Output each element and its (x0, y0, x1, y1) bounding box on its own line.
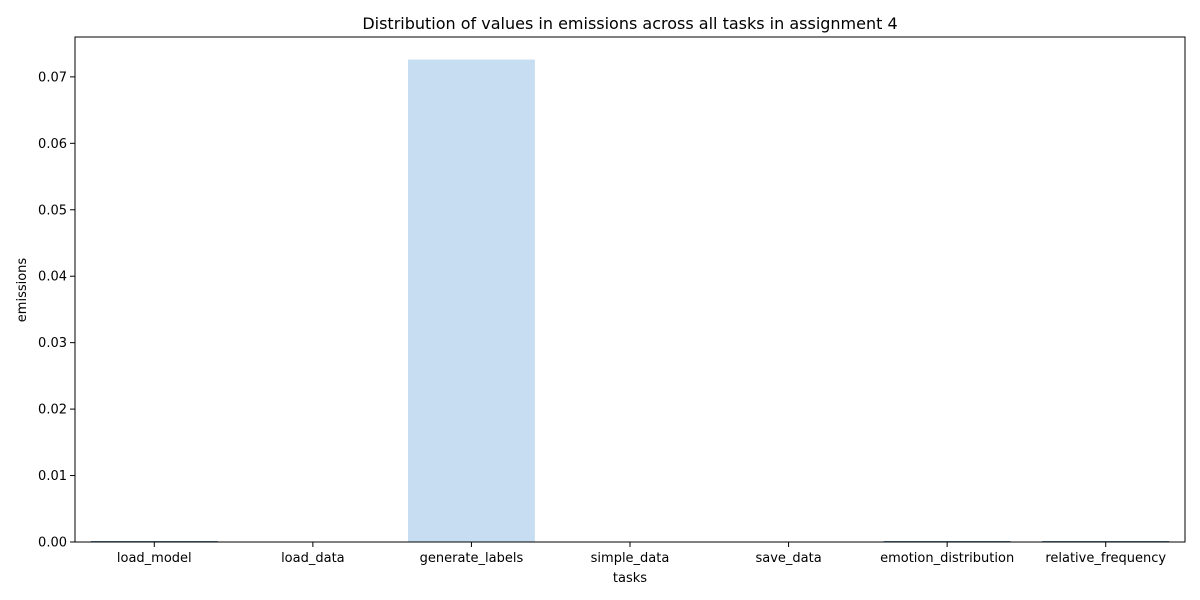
y-tick-label: 0.01 (38, 469, 67, 484)
plot-frame (74, 36, 1186, 543)
y-tick-label: 0.02 (38, 403, 67, 418)
y-axis-ticks: 0.00 0.01 0.02 0.03 0.04 0.05 0.06 0.07 (38, 70, 75, 551)
y-tick-label: 0.07 (38, 70, 67, 85)
y-tick-label: 0.06 (38, 137, 67, 152)
x-tick-label: emotion_distribution (880, 551, 1014, 566)
x-tick-label: generate_labels (420, 551, 524, 566)
y-tick-label: 0.04 (38, 270, 67, 285)
y-tick-label: 0.00 (38, 536, 67, 551)
x-axis-title: tasks (613, 571, 647, 586)
y-tick-label: 0.03 (38, 336, 67, 351)
bar-generate-labels (408, 59, 535, 543)
x-axis-ticks: load_model load_data generate_labels simple… (117, 542, 1166, 566)
x-tick-label: simple_data (591, 551, 670, 566)
x-tick-label: save_data (755, 551, 821, 566)
x-tick-label: load_model (117, 551, 192, 566)
x-tick-label: load_data (281, 551, 345, 566)
y-axis-title: emissions (15, 258, 30, 323)
chart-title: Distribution of values in emissions acro… (362, 14, 897, 33)
bars-group (90, 59, 1170, 543)
x-tick-label: relative_frequency (1045, 551, 1166, 566)
y-tick-label: 0.05 (38, 203, 67, 218)
